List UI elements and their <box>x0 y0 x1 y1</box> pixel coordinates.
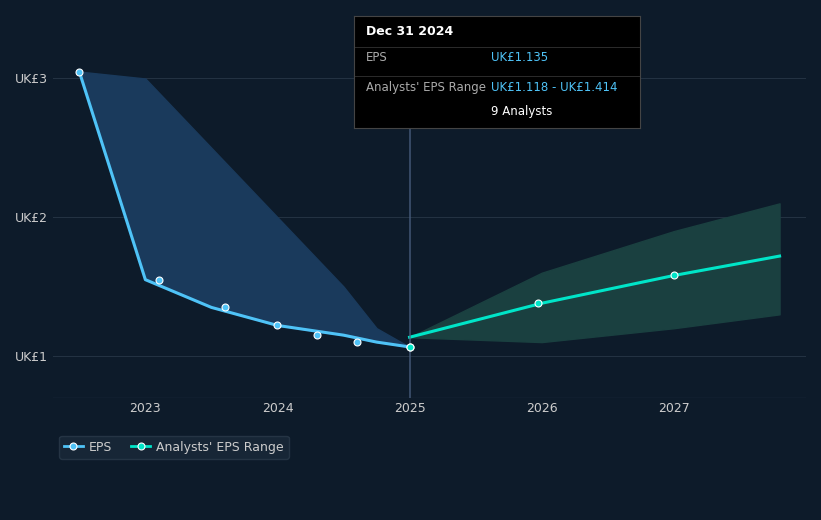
Legend: EPS, Analysts' EPS Range: EPS, Analysts' EPS Range <box>59 436 289 459</box>
Text: Actual: Actual <box>359 38 403 51</box>
Text: Analysts Forecasts: Analysts Forecasts <box>416 38 533 51</box>
